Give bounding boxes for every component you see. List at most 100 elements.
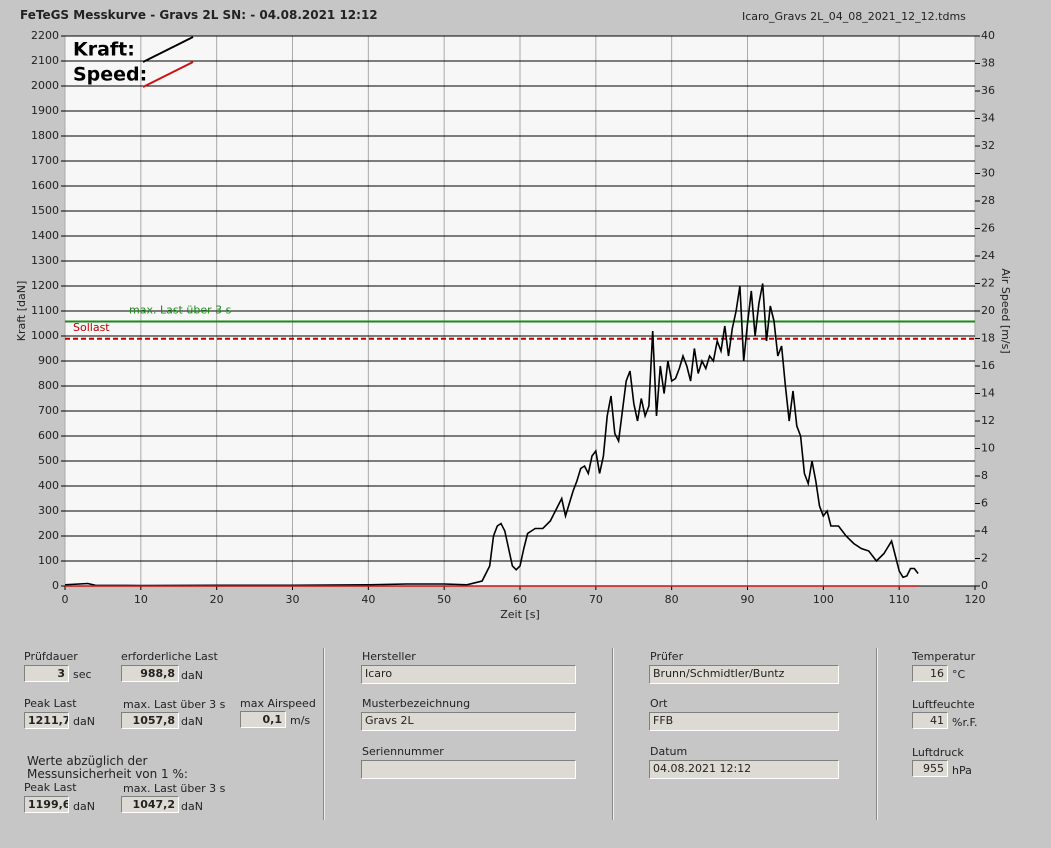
file-name: Icaro_Gravs 2L_04_08_2021_12_12.tdms	[742, 10, 966, 23]
y-tick-label: 600	[38, 429, 59, 442]
note: Werte abzüglich der	[27, 754, 148, 768]
x-tick-label: 80	[665, 593, 679, 606]
field[interactable]: 0,1	[240, 711, 286, 728]
y-axis-label: Kraft [daN]	[15, 281, 28, 342]
field[interactable]: 04.08.2021 12:12	[649, 760, 839, 779]
y2-tick-label: 38	[981, 57, 995, 70]
y2-tick-label: 34	[981, 112, 995, 125]
y2-tick-label: 18	[981, 332, 995, 345]
y2-tick-label: 8	[981, 469, 988, 482]
x-tick-label: 70	[589, 593, 603, 606]
label: Ort	[650, 697, 668, 710]
y2-tick-label: 24	[981, 249, 995, 262]
unit: °C	[952, 668, 966, 681]
label: max. Last über 3 s	[123, 698, 226, 711]
y2-tick-label: 4	[981, 524, 988, 537]
field[interactable]: 1211,7	[24, 712, 69, 729]
x-tick-label: 100	[813, 593, 834, 606]
y-tick-label: 900	[38, 354, 59, 367]
label: max. Last über 3 s	[123, 782, 226, 795]
y2-tick-label: 6	[981, 497, 988, 510]
x-tick-label: 40	[361, 593, 375, 606]
separator	[612, 648, 614, 820]
y-tick-label: 1200	[31, 279, 59, 292]
label: Hersteller	[362, 650, 416, 663]
x-axis-label: Zeit [s]	[500, 608, 539, 621]
y-tick-label: 100	[38, 554, 59, 567]
label: erforderliche Last	[121, 650, 218, 663]
y-tick-label: 1700	[31, 154, 59, 167]
y2-tick-label: 22	[981, 277, 995, 290]
x-tick-label: 30	[286, 593, 300, 606]
legend-label: Kraft:	[73, 39, 135, 61]
y2-tick-label: 10	[981, 442, 995, 455]
label: Prüfdauer	[24, 650, 78, 663]
y-tick-label: 400	[38, 479, 59, 492]
y-tick-label: 1800	[31, 129, 59, 142]
y2-tick-label: 12	[981, 414, 995, 427]
legend-swatch	[142, 36, 194, 63]
unit: %r.F.	[952, 716, 978, 729]
legend-swatch	[142, 61, 194, 88]
label: Datum	[650, 745, 688, 758]
unit: daN	[181, 800, 203, 813]
field[interactable]: 1199,6	[24, 796, 69, 813]
x-tick-label: 0	[62, 593, 69, 606]
field[interactable]: 1057,8	[121, 712, 179, 729]
y2-tick-label: 0	[981, 579, 988, 592]
field[interactable]: Icaro	[361, 665, 576, 684]
y-tick-label: 1900	[31, 104, 59, 117]
y-tick-label: 1600	[31, 179, 59, 192]
note: Messunsicherheit von 1 %:	[27, 767, 188, 781]
x-tick-label: 60	[513, 593, 527, 606]
separator	[876, 648, 878, 820]
field[interactable]: 41	[912, 712, 948, 729]
unit: m/s	[290, 714, 311, 727]
y-tick-label: 1400	[31, 229, 59, 242]
label: Prüfer	[650, 650, 684, 663]
field[interactable]: Gravs 2L	[361, 712, 576, 731]
unit: hPa	[952, 764, 972, 777]
x-tick-label: 110	[889, 593, 910, 606]
reference-label: max. Last über 3 s	[129, 304, 232, 317]
legend-label: Speed:	[73, 64, 147, 86]
chart: 0 10 20 30 40 50 60 70 80 90 100 110 120010020030040…	[15, 29, 1012, 621]
y2-tick-label: 40	[981, 29, 995, 42]
y2-tick-label: 32	[981, 139, 995, 152]
title: FeTeGS Messkurve - Gravs 2L SN: - 04.08.…	[20, 8, 378, 22]
label: Luftfeuchte	[912, 698, 975, 711]
y2-tick-label: 28	[981, 194, 995, 207]
label: Seriennummer	[362, 745, 444, 758]
y2-tick-label: 16	[981, 359, 995, 372]
series-line	[64, 283, 919, 587]
y-tick-label: 2000	[31, 79, 59, 92]
field[interactable]: 988,8	[121, 665, 179, 682]
y-tick-label: 1500	[31, 204, 59, 217]
label: max Airspeed	[240, 697, 316, 710]
field[interactable]: FFB	[649, 712, 839, 731]
y-tick-label: 300	[38, 504, 59, 517]
y-tick-label: 0	[52, 579, 59, 592]
label: Peak Last	[24, 781, 77, 794]
y-tick-label: 1100	[31, 304, 59, 317]
field[interactable]: 1047,2	[121, 796, 179, 813]
y-tick-label: 2200	[31, 29, 59, 42]
unit: daN	[73, 800, 95, 813]
x-tick-label: 120	[965, 593, 986, 606]
unit: sec	[73, 668, 92, 681]
field[interactable]	[361, 760, 576, 779]
field[interactable]: 16	[912, 665, 948, 682]
field[interactable]: 955	[912, 760, 948, 777]
y2-tick-label: 14	[981, 387, 995, 400]
x-tick-label: 50	[437, 593, 451, 606]
label: Peak Last	[24, 697, 77, 710]
field[interactable]: 3	[24, 665, 69, 682]
field[interactable]: Brunn/Schmidtler/Buntz	[649, 665, 839, 684]
unit: daN	[73, 715, 95, 728]
label: Temperatur	[912, 650, 976, 663]
y-tick-label: 700	[38, 404, 59, 417]
x-tick-label: 20	[210, 593, 224, 606]
x-tick-label: 10	[134, 593, 148, 606]
y-tick-label: 1000	[31, 329, 59, 342]
